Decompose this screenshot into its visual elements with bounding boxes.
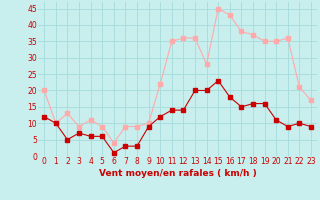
X-axis label: Vent moyen/en rafales ( km/h ): Vent moyen/en rafales ( km/h ) bbox=[99, 169, 256, 178]
